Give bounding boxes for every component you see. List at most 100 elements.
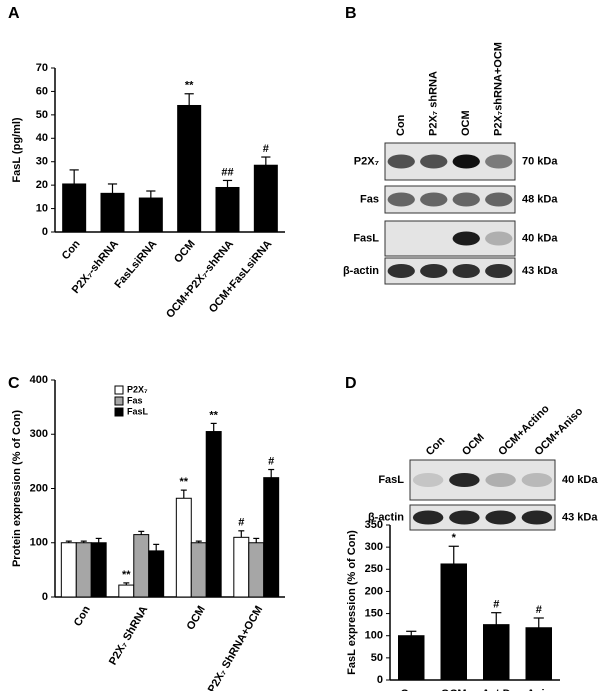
y-tick-label: 0 xyxy=(42,591,48,603)
lane-label: Con xyxy=(395,114,407,136)
bar xyxy=(483,624,510,681)
y-tick-label: 0 xyxy=(42,226,48,238)
x-tick-label: OCM xyxy=(185,604,208,632)
y-axis-label: FasL (pg/ml) xyxy=(11,117,23,183)
annotation: # xyxy=(493,599,499,611)
y-tick-label: 60 xyxy=(36,85,48,97)
row-label: FasL xyxy=(378,474,404,486)
annotation: # xyxy=(238,517,244,529)
y-tick-label: 20 xyxy=(36,179,48,191)
size-label: 48 kDa xyxy=(522,193,558,205)
bar xyxy=(248,542,265,598)
bar xyxy=(263,477,280,598)
bar xyxy=(440,563,467,681)
y-tick-label: 10 xyxy=(36,202,48,214)
x-tick-label: Con xyxy=(60,238,83,262)
y-tick-label: 100 xyxy=(365,630,383,642)
legend-swatch xyxy=(114,385,124,395)
y-tick-label: 70 xyxy=(36,62,48,74)
blot-band xyxy=(452,154,480,169)
x-tick-label: P2X₇ ShRNA xyxy=(107,604,150,667)
size-label: 43 kDa xyxy=(522,265,558,277)
y-tick-label: 50 xyxy=(371,652,383,664)
blot-strip xyxy=(409,459,556,501)
blot-band xyxy=(521,473,553,487)
blot-band xyxy=(387,154,415,169)
x-tick-label: OCM xyxy=(172,238,198,265)
bar xyxy=(398,635,425,681)
y-tick-label: 200 xyxy=(30,482,48,494)
legend-label: P2X₇ xyxy=(127,384,148,394)
annotation: # xyxy=(263,143,269,155)
y-tick-label: 30 xyxy=(36,156,48,168)
blot-band xyxy=(420,154,448,169)
y-tick-label: 100 xyxy=(30,537,48,549)
legend-label: Fas xyxy=(127,395,143,405)
y-tick-label: 0 xyxy=(377,674,383,686)
bar xyxy=(133,534,150,598)
bar xyxy=(118,584,135,598)
y-tick-label: 40 xyxy=(36,132,48,144)
lane-label: OCM xyxy=(460,110,472,136)
y-tick-label: 300 xyxy=(30,428,48,440)
annotation: * xyxy=(452,532,457,544)
bar xyxy=(205,431,222,598)
blot-band xyxy=(485,192,513,207)
y-tick-label: 50 xyxy=(36,109,48,121)
blot-strip xyxy=(384,220,516,257)
y-axis-label: FasL expression (% of Con) xyxy=(346,530,358,675)
size-label: 40 kDa xyxy=(522,232,558,244)
bar xyxy=(100,192,125,233)
blot-band xyxy=(449,473,480,487)
blot-band xyxy=(449,510,480,525)
annotation: ** xyxy=(185,80,194,92)
panel-label: A xyxy=(8,5,20,22)
blot-band xyxy=(521,510,553,525)
blot-band xyxy=(452,264,480,278)
blot-band xyxy=(485,231,513,246)
blot-band xyxy=(387,192,415,207)
lane-label: P2X₇ shRNA xyxy=(428,71,440,136)
bar xyxy=(215,186,240,233)
size-label: 40 kDa xyxy=(562,474,598,486)
row-label: FasL xyxy=(353,232,379,244)
y-tick-label: 400 xyxy=(30,374,48,386)
y-tick-label: 300 xyxy=(365,541,383,553)
blot-band xyxy=(452,192,480,207)
bar xyxy=(138,197,163,233)
y-tick-label: 350 xyxy=(365,519,383,531)
y-axis-label: Protein expression (% of Con) xyxy=(11,410,23,567)
panel-label: C xyxy=(8,375,20,392)
bar xyxy=(525,627,552,681)
legend-swatch xyxy=(114,407,124,417)
bar xyxy=(190,542,207,598)
blot-band xyxy=(485,264,513,278)
panel-label: D xyxy=(345,375,357,392)
blot-band xyxy=(485,473,516,487)
bar xyxy=(60,542,77,598)
blot-band xyxy=(485,154,513,169)
lane-label: Con xyxy=(424,434,448,458)
lane-label: P2X₇shRNA+OCM xyxy=(493,42,505,136)
y-tick-label: 150 xyxy=(365,607,383,619)
bar xyxy=(62,183,87,233)
bar xyxy=(148,550,165,598)
bar xyxy=(253,164,278,233)
bar xyxy=(233,536,250,598)
blot-band xyxy=(412,473,444,487)
lane-label: OCM xyxy=(460,432,487,459)
blot-band xyxy=(387,264,415,278)
size-label: 43 kDa xyxy=(562,511,598,523)
bar xyxy=(177,104,202,233)
blot-band xyxy=(420,264,448,278)
size-label: 70 kDa xyxy=(522,155,558,167)
blot-band xyxy=(420,192,448,207)
bar xyxy=(75,542,92,598)
row-label: β-actin xyxy=(368,511,404,523)
annotation: ** xyxy=(122,569,131,581)
row-label: P2X₇ xyxy=(354,155,379,167)
bar xyxy=(175,497,192,598)
y-tick-label: 200 xyxy=(365,585,383,597)
legend-label: FasL xyxy=(127,406,149,416)
x-tick-label: Con xyxy=(72,604,93,629)
